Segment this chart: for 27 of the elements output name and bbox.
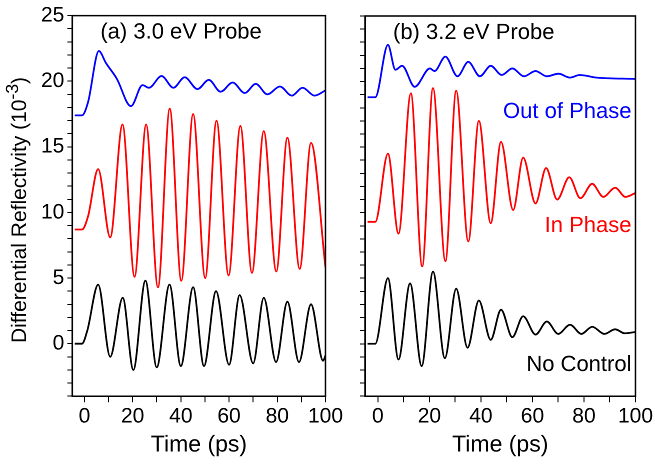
y-tick-label: 15 — [41, 134, 64, 158]
chart-title: (a) 3.0 eV Probe — [100, 18, 262, 44]
x-tick-label: 20 — [418, 404, 442, 428]
x-tick-label: 100 — [618, 404, 654, 428]
chart-title: (b) 3.2 eV Probe — [393, 19, 554, 44]
x-tick-label: 40 — [169, 404, 193, 428]
x-tick-label: 0 — [372, 404, 384, 428]
y-tick-label: 20 — [41, 69, 64, 92]
x-tick-label: 20 — [120, 404, 144, 428]
x-tick-label: 40 — [469, 404, 493, 428]
y-tick-label: 10 — [41, 200, 64, 224]
x-tick-label: 100 — [308, 404, 344, 428]
line-series — [74, 50, 326, 116]
x-axis-title: Time (ps) — [452, 430, 548, 457]
x-tick-label: 0 — [78, 404, 90, 428]
x-tick-label: 60 — [520, 404, 544, 428]
x-tick-label: 60 — [217, 404, 241, 428]
series-label: In Phase — [544, 212, 632, 238]
y-tick-label: 25 — [41, 3, 64, 26]
y-tick-label: 5 — [52, 266, 64, 289]
series-label: No Control — [526, 351, 632, 376]
y-tick-label: 0 — [52, 332, 64, 354]
series-label: Out of Phase — [503, 98, 632, 123]
x-tick-label: 80 — [572, 404, 596, 428]
line-series — [74, 108, 326, 288]
x-axis-title: Time (ps) — [150, 430, 248, 457]
x-tick-label: 80 — [266, 404, 289, 428]
